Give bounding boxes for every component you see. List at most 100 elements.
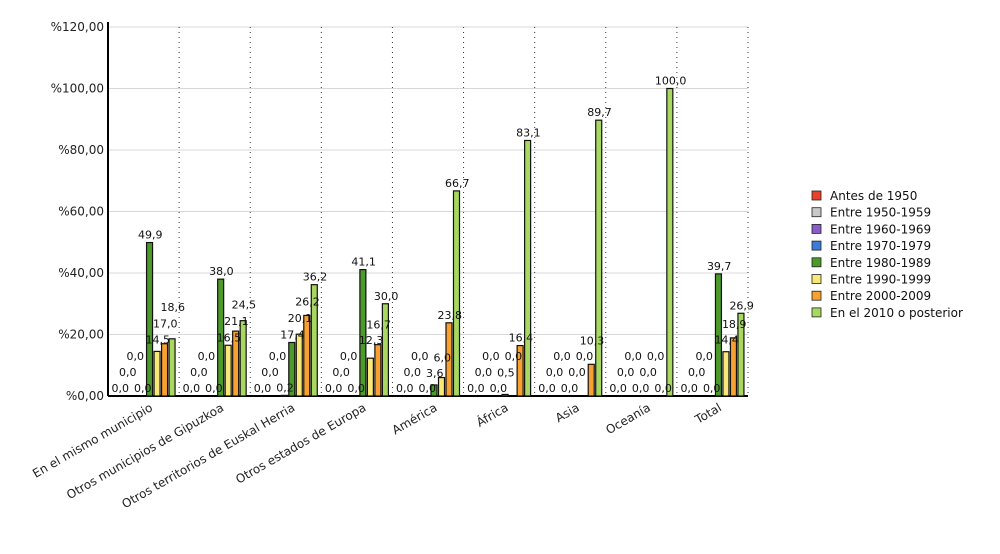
data-label: 0,0: [112, 382, 130, 395]
data-label: 0,0: [190, 366, 208, 379]
data-label: 38,0: [209, 265, 234, 278]
legend-label: Entre 2000-2009: [830, 289, 931, 303]
data-label: 0,0: [632, 382, 650, 395]
data-label: 89,7: [587, 106, 612, 119]
bar: [359, 269, 367, 397]
data-label: 0,0: [553, 350, 571, 363]
legend-swatch: [811, 257, 822, 268]
data-label: 3,6: [426, 367, 444, 380]
data-label: 0,0: [269, 350, 287, 363]
data-label: 14,4: [714, 334, 739, 347]
x-tick-label: Oceanía: [603, 400, 653, 437]
data-label: 0,0: [490, 382, 508, 395]
data-label: 0,0: [332, 366, 350, 379]
data-label: 0,0: [561, 382, 579, 395]
data-label: 0,0: [198, 350, 216, 363]
data-label: 16,5: [217, 331, 242, 344]
legend-swatch: [811, 290, 822, 301]
data-label: 0,0: [261, 366, 279, 379]
data-label: 0,0: [617, 366, 635, 379]
bar: [153, 350, 161, 397]
bar: [430, 384, 438, 397]
data-label: 41,1: [351, 256, 376, 269]
legend-label: Entre 1950-1959: [830, 206, 931, 220]
legend-label: Antes de 1950: [830, 189, 917, 203]
x-tick-label: Total: [692, 400, 724, 427]
legend-swatch: [811, 207, 822, 218]
data-label: 23,8: [438, 309, 463, 322]
data-label: 0,5: [497, 366, 515, 379]
data-label: 0,0: [688, 366, 706, 379]
data-label: 18,6: [161, 301, 186, 314]
y-tick-label: %80,00: [58, 143, 104, 157]
data-label: 0,0: [576, 350, 594, 363]
data-label: 17,4: [280, 328, 305, 341]
data-label: 0,0: [538, 382, 556, 395]
bar: [381, 303, 389, 397]
data-label: 20,1: [288, 312, 313, 325]
data-label: 24,5: [232, 299, 257, 312]
y-tick-label: %120,00: [51, 20, 104, 34]
bar: [516, 344, 524, 397]
x-tick-label: América: [390, 400, 440, 437]
bar: [595, 119, 603, 397]
bar: [145, 241, 154, 397]
data-label: 100,0: [655, 75, 687, 88]
y-tick-label: %60,00: [58, 205, 104, 219]
data-label: 0,0: [639, 366, 657, 379]
data-label: 0,0: [654, 382, 672, 395]
data-label: 0,0: [609, 382, 627, 395]
data-label: 0,0: [340, 350, 358, 363]
data-label: 0,0: [183, 382, 201, 395]
bar: [714, 273, 723, 397]
legend-label: Entre 1960-1969: [830, 222, 931, 236]
data-label: 16,4: [509, 332, 534, 345]
data-label: 0,0: [127, 350, 145, 363]
bar: [452, 190, 461, 397]
data-label: 0,0: [119, 366, 137, 379]
data-label: 0,0: [680, 382, 698, 395]
bar: [366, 357, 374, 397]
data-label: 66,7: [445, 177, 470, 190]
bar: [729, 337, 738, 397]
bar: [310, 284, 318, 397]
data-label: 14,5: [146, 333, 171, 346]
data-label: 26,9: [729, 299, 754, 312]
data-label: 0,0: [419, 382, 437, 395]
bar: [239, 320, 247, 397]
data-label: 16,7: [366, 319, 391, 332]
data-label: 0,0: [254, 382, 272, 395]
data-label: 0,0: [624, 350, 642, 363]
bar: [217, 278, 225, 397]
legend-swatch: [811, 190, 822, 201]
legend-label: Entre 1970-1979: [830, 239, 931, 253]
data-label: 0,0: [325, 382, 343, 395]
data-label: 0,0: [505, 350, 523, 363]
legend-label: Entre 1980-1989: [830, 256, 931, 270]
data-label: 39,7: [707, 260, 732, 273]
data-label: 17,0: [153, 318, 178, 331]
legend-swatch: [811, 307, 822, 318]
bar: [160, 343, 169, 397]
x-tick-label: Otros estados de Europa: [233, 400, 368, 486]
data-label: 49,9: [138, 229, 163, 242]
data-label: 0,0: [482, 350, 500, 363]
y-tick-label: %20,00: [58, 328, 104, 342]
bar: [232, 330, 240, 397]
data-label: 0,0: [205, 382, 223, 395]
data-label: 0,0: [546, 366, 564, 379]
data-label: 83,1: [516, 126, 541, 139]
bar: [445, 322, 453, 397]
data-label: 0,2: [276, 381, 294, 394]
data-label: 26,2: [295, 295, 320, 308]
bar: [295, 333, 303, 397]
data-label: 0,0: [695, 350, 713, 363]
legend-swatch: [811, 274, 822, 284]
data-label: 0,0: [475, 366, 493, 379]
legend-swatch: [811, 240, 822, 251]
y-tick-label: %0,00: [66, 389, 104, 403]
data-label: 36,2: [303, 271, 328, 284]
data-label: 0,0: [411, 350, 429, 363]
x-tick-label: En el mismo municipio: [30, 400, 155, 480]
